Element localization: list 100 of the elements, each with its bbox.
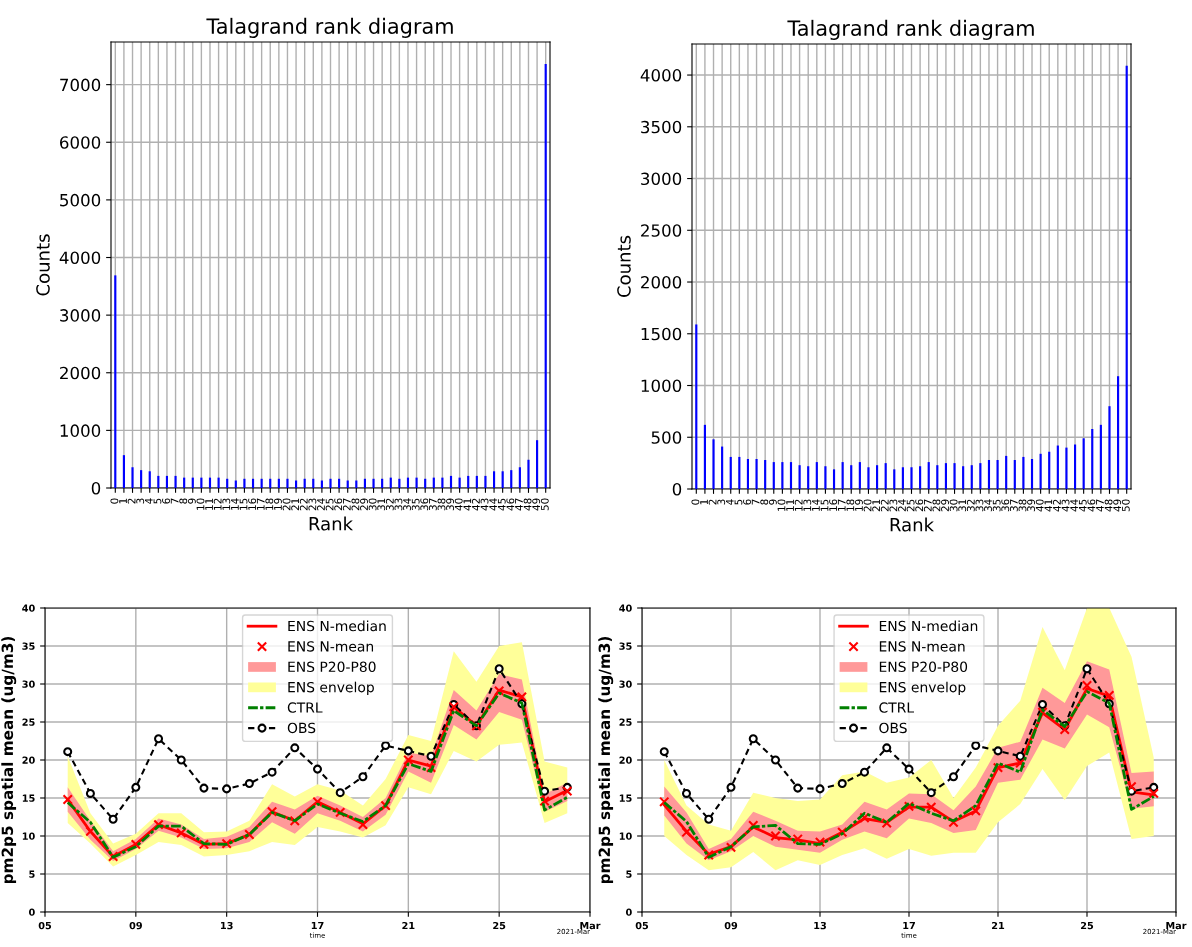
- x-tick-label: 47: [515, 498, 523, 511]
- x-tick-label: Mar: [580, 922, 601, 930]
- x-tick-label: 31: [958, 499, 967, 512]
- y-tick-label: 40: [619, 604, 632, 612]
- x-tick-label: 44: [489, 498, 497, 511]
- x-tick-label: 16: [248, 498, 257, 510]
- x-tick-label: 30: [368, 498, 377, 511]
- x-tick-label: 36: [420, 498, 429, 511]
- y-tick-label: 5000: [60, 193, 101, 207]
- y-tick-label: 10: [619, 832, 632, 840]
- y-tick-label: 7000: [60, 78, 101, 92]
- y-tick-label: 10: [22, 832, 35, 840]
- x-tick-label: 05: [635, 921, 649, 930]
- x-tick-label: 6: [743, 499, 751, 505]
- x-tick-label: 21: [291, 498, 299, 511]
- x-tick-label: 38: [437, 498, 446, 511]
- legend-label: CTRL: [879, 702, 915, 713]
- y-tick-label: 30: [22, 680, 35, 688]
- x-tick-label: 20: [282, 498, 291, 511]
- x-tick-label: 33: [975, 499, 984, 512]
- x-tick-label: 47: [1096, 499, 1104, 512]
- x-tick-label: 41: [463, 498, 472, 511]
- x-tick-label: 41: [1044, 499, 1053, 512]
- x-tick-label: 26: [334, 498, 343, 511]
- legend-label: OBS: [287, 722, 316, 734]
- x-tick-label: 42: [471, 498, 480, 511]
- x-tick-label: 32: [966, 499, 975, 512]
- x-tick-label: 23: [308, 498, 317, 511]
- y-tick-label: 4000: [640, 69, 682, 82]
- x-tick-label: 0: [110, 498, 119, 504]
- x-tick-label: 9: [768, 499, 777, 505]
- y-tick-label: 20: [22, 756, 35, 764]
- y-tick-label: 30: [619, 680, 632, 688]
- y-tick-label: 1000: [60, 424, 101, 437]
- x-tick-label: 6: [162, 498, 170, 504]
- x-tick-label: 34: [984, 499, 992, 512]
- x-tick-label: 3: [136, 498, 145, 504]
- y-tick-label: 2000: [641, 275, 682, 289]
- y-tick-label: 3000: [641, 172, 682, 186]
- x-tick-label: 25: [1081, 921, 1094, 930]
- y-tick-label: 2500: [641, 224, 682, 237]
- y-tick-label: 15: [619, 794, 632, 802]
- x-tick-label: 18: [265, 498, 274, 510]
- y-tick-label: 1500: [641, 327, 682, 341]
- x-tick-label: 24: [317, 498, 325, 511]
- x-tick-label: 15: [239, 498, 248, 510]
- x-tick-label: 46: [506, 498, 515, 511]
- x-tick-label: 28: [351, 498, 360, 511]
- x-tick-label: 31: [377, 498, 386, 511]
- x-tick-label: 48: [1104, 499, 1113, 512]
- x-tick-label: 49: [532, 498, 541, 511]
- y-tick-label: 0: [28, 908, 35, 916]
- x-tick-label: 50: [1121, 499, 1130, 512]
- x-tick-label: 38: [1018, 499, 1027, 512]
- x-tick-label: Mar: [1166, 922, 1187, 930]
- y-tick-label: 2000: [60, 366, 101, 380]
- x-tick-label: 3: [717, 499, 726, 505]
- x-tick-label: 33: [394, 498, 403, 511]
- legend-label: ENS N-median: [288, 620, 386, 632]
- x-tick-label: 34: [403, 498, 411, 511]
- x-tick-label: 1: [119, 498, 127, 504]
- x-tick-label: 43: [1061, 499, 1070, 512]
- x-tick-label: 21: [992, 921, 1005, 930]
- chart-title: Talagrand rank diagram: [206, 17, 453, 38]
- x-tick-label: 12: [794, 499, 803, 511]
- x-tick-label: 17: [837, 499, 846, 511]
- x-tick-label: 10: [196, 498, 205, 510]
- x-tick-label: 46: [1087, 499, 1096, 512]
- y-tick-label: 0: [91, 481, 101, 495]
- x-tick-label: 8: [760, 499, 769, 505]
- x-tick-label: 35: [992, 499, 1001, 512]
- y-tick-label: 1000: [641, 379, 682, 393]
- x-tick-label: 42: [1052, 499, 1061, 512]
- x-tick-label: 36: [1001, 499, 1010, 512]
- x-tick-label: 29: [360, 498, 368, 511]
- x-tick-label: 2: [127, 498, 136, 504]
- x-tick-label: 25: [493, 921, 506, 930]
- x-tick-label: 35: [411, 498, 420, 511]
- legend-label: OBS: [879, 722, 907, 734]
- x-tick-label: 12: [213, 498, 222, 510]
- y-tick-label: 5: [626, 870, 632, 878]
- y-tick-label: 35: [619, 642, 632, 650]
- x-axis-title: Rank: [309, 516, 353, 531]
- y-tick-label: 6000: [60, 136, 101, 149]
- y-tick-label: 0: [625, 908, 632, 916]
- x-tick-label: 17: [903, 922, 915, 930]
- x-tick-label: 1: [700, 499, 708, 505]
- y-tick-label: 4000: [59, 251, 101, 265]
- x-tick-label: 14: [231, 498, 239, 510]
- x-tick-label: 22: [880, 499, 889, 512]
- x-tick-label: 37: [428, 498, 437, 511]
- legend-label: CTRL: [287, 702, 323, 713]
- x-tick-label: 09: [724, 921, 738, 930]
- y-tick-label: 25: [22, 718, 35, 726]
- x-tick-label: 26: [915, 499, 924, 512]
- x-tick-label: 5: [153, 498, 162, 504]
- x-tick-label: 17: [256, 498, 265, 510]
- y-axis-title: Counts: [617, 235, 631, 297]
- x-tick-label: 25: [325, 498, 334, 511]
- x-tick-label: 44: [1070, 499, 1078, 512]
